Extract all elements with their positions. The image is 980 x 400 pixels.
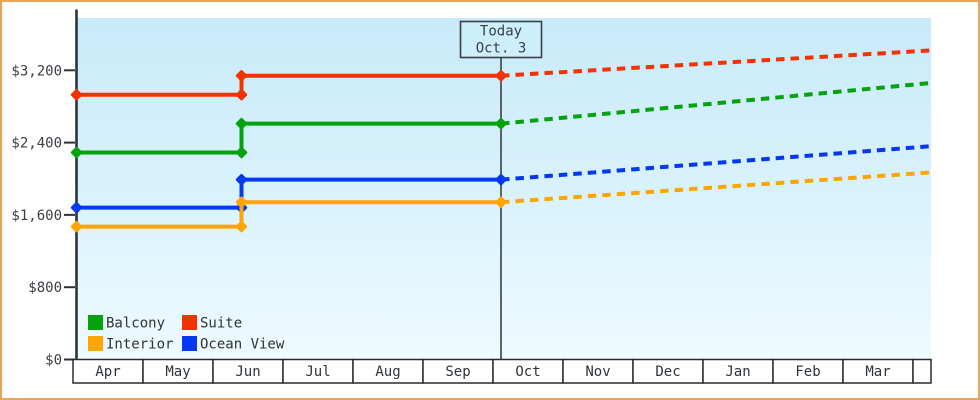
legend-item-balcony: Balcony <box>88 315 165 332</box>
legend-label-interior: Interior <box>106 337 173 353</box>
today-annotation-box: Today Oct. 3 <box>459 20 543 59</box>
month-label-dec: Dec <box>655 364 680 380</box>
suite-price-line <box>76 73 501 97</box>
month-label-feb: Feb <box>795 364 820 380</box>
legend-swatch-balcony <box>88 315 103 330</box>
legend-item-suite: Suite <box>182 315 242 332</box>
legend: Balcony Suite Interior Ocean View <box>88 315 285 353</box>
series-layer <box>70 48 932 233</box>
ocean-view-marker <box>70 201 83 214</box>
ocean-view-marker <box>235 173 248 186</box>
suite-marker <box>235 88 248 101</box>
legend-item-ocean-view: Ocean View <box>182 336 285 353</box>
month-label-may: May <box>165 364 190 380</box>
suite-series <box>70 48 932 101</box>
balcony-marker <box>70 146 83 159</box>
y-tick-label: $800 <box>28 280 62 296</box>
balcony-marker <box>495 117 507 130</box>
y-tick-label: $0 <box>45 353 62 369</box>
month-label-aug: Aug <box>375 364 400 380</box>
today-box-line1: Today <box>480 24 522 40</box>
month-label-nov: Nov <box>585 364 610 380</box>
legend-label-suite: Suite <box>200 316 242 332</box>
interior-marker <box>495 196 507 208</box>
month-label-jul: Jul <box>305 364 330 380</box>
month-label-sep: Sep <box>445 364 470 380</box>
month-label-apr: Apr <box>95 364 120 380</box>
month-label-mar: Mar <box>865 364 890 380</box>
balcony-marker <box>235 146 248 159</box>
month-label-jan: Jan <box>725 364 750 380</box>
ocean-view-series <box>70 144 932 214</box>
legend-swatch-interior <box>88 336 103 351</box>
legend-label-ocean-view: Ocean View <box>200 337 285 353</box>
suite-marker <box>495 69 507 82</box>
y-axis: $0 $800 $1,600 $2,400 $3,200 <box>11 63 75 369</box>
ocean-view-price-line <box>76 177 501 210</box>
month-label-oct: Oct <box>515 364 540 380</box>
y-tick-label: $3,200 <box>11 63 62 79</box>
plot-background <box>77 18 931 360</box>
month-cell-stub <box>912 358 932 384</box>
interior-marker <box>235 220 248 233</box>
legend-label-balcony: Balcony <box>106 316 165 332</box>
legend-item-interior: Interior <box>88 336 173 353</box>
balcony-marker <box>235 117 248 130</box>
suite-marker <box>235 69 248 82</box>
interior-marker <box>70 220 83 233</box>
suite-marker <box>70 88 83 101</box>
y-tick-label: $1,600 <box>11 208 62 224</box>
balcony-series <box>70 80 932 159</box>
interior-price-line <box>76 200 501 229</box>
x-axis-month-row: Apr May Jun Jul Aug Sep Oct Nov Dec Jan Feb Mar <box>72 358 932 384</box>
y-tick-label: $2,400 <box>11 136 62 152</box>
legend-swatch-ocean-view <box>182 336 197 351</box>
today-box-frame <box>459 20 543 59</box>
ocean-view-marker <box>495 173 507 186</box>
legend-swatch-suite <box>182 315 197 330</box>
month-label-jun: Jun <box>235 364 260 380</box>
interior-marker <box>235 196 248 208</box>
balcony-price-line <box>76 121 501 155</box>
today-box-line2: Oct. 3 <box>476 41 527 57</box>
interior-series <box>70 170 932 233</box>
